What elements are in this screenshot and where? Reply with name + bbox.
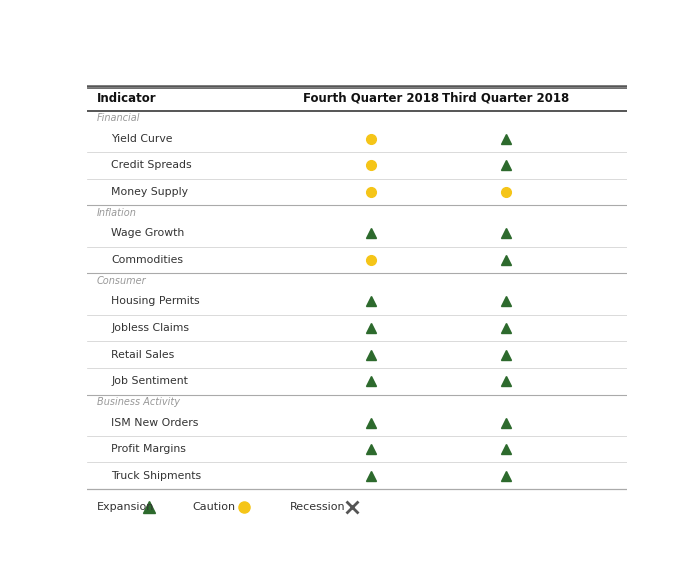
Text: Consumer: Consumer	[97, 276, 146, 285]
Text: Job Sentiment: Job Sentiment	[112, 376, 188, 386]
Text: Recession: Recession	[290, 502, 345, 512]
Text: Jobless Claims: Jobless Claims	[112, 323, 190, 333]
Text: Commodities: Commodities	[112, 255, 183, 265]
Text: Retail Sales: Retail Sales	[112, 350, 175, 360]
Text: Third Quarter 2018: Third Quarter 2018	[442, 92, 569, 105]
Text: Truck Shipments: Truck Shipments	[112, 471, 201, 481]
Text: Yield Curve: Yield Curve	[112, 134, 173, 144]
Text: Financial: Financial	[97, 113, 140, 123]
Text: Wage Growth: Wage Growth	[112, 228, 185, 238]
Text: Money Supply: Money Supply	[112, 187, 188, 197]
Text: Business Activity: Business Activity	[97, 397, 180, 407]
Text: Housing Permits: Housing Permits	[112, 296, 200, 307]
Text: Expansion: Expansion	[97, 502, 154, 512]
Text: Credit Spreads: Credit Spreads	[112, 160, 192, 170]
Text: Inflation: Inflation	[97, 208, 137, 218]
Text: Indicator: Indicator	[97, 92, 156, 105]
Text: Caution: Caution	[192, 502, 236, 512]
Text: Fourth Quarter 2018: Fourth Quarter 2018	[302, 92, 439, 105]
Text: ISM New Orders: ISM New Orders	[112, 418, 199, 428]
Text: Profit Margins: Profit Margins	[112, 444, 186, 454]
